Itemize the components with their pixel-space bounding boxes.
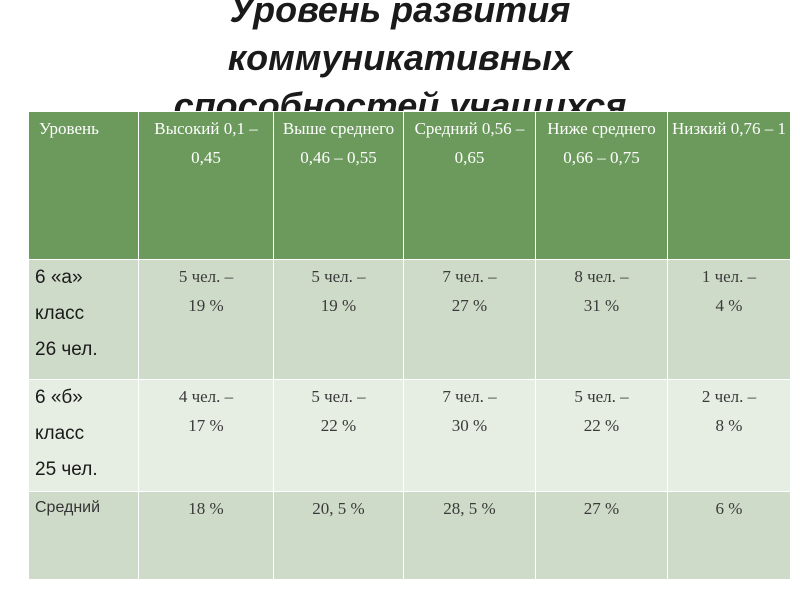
table-cell: 8 чел. – 31 % [535, 259, 668, 380]
row-label-6b: 6 «б» класс 25 чел. [28, 379, 139, 492]
table-cell: 5 чел. – 22 % [273, 379, 404, 492]
header-cell-high: Высокий 0,1 – 0,45 [138, 111, 274, 260]
table-cell: 7 чел. – 27 % [403, 259, 536, 380]
header-cell-low: Низкий 0,76 – 1 [667, 111, 791, 260]
table-cell: 1 чел. – 4 % [667, 259, 791, 380]
table-cell: 7 чел. – 30 % [403, 379, 536, 492]
header-cell-average: Средний 0,56 – 0,65 [403, 111, 536, 260]
table-cell: 2 чел. – 8 % [667, 379, 791, 492]
table-cell: 5 чел. – 19 % [138, 259, 274, 380]
table-cell: 27 % [535, 491, 668, 580]
table-cell: 28, 5 % [403, 491, 536, 580]
table-cell: 4 чел. – 17 % [138, 379, 274, 492]
table-cell: 5 чел. – 19 % [273, 259, 404, 380]
header-cell-below-average: Ниже среднего 0,66 – 0,75 [535, 111, 668, 260]
table-cell: 20, 5 % [273, 491, 404, 580]
table-header-row: Уровень Высокий 0,1 – 0,45 Выше среднего… [28, 111, 791, 260]
header-cell-level: Уровень [28, 111, 139, 260]
table-row: 6 «б» класс 25 чел. 4 чел. – 17 % 5 чел.… [28, 379, 791, 492]
header-cell-above-average: Выше среднего 0,46 – 0,55 [273, 111, 404, 260]
table-row: 6 «а» класс 26 чел. 5 чел. – 19 % 5 чел.… [28, 259, 791, 380]
title-line-2: коммуникативных [227, 37, 573, 78]
row-label-average: Средний [28, 491, 139, 580]
row-label-6a: 6 «а» класс 26 чел. [28, 259, 139, 380]
table-cell: 18 % [138, 491, 274, 580]
table-cell: 6 % [667, 491, 791, 580]
table-cell: 5 чел. – 22 % [535, 379, 668, 492]
title-line-1: Уровень развития [229, 0, 571, 30]
results-table: Уровень Высокий 0,1 – 0,45 Выше среднего… [28, 111, 791, 580]
table-row: Средний 18 % 20, 5 % 28, 5 % 27 % 6 % [28, 491, 791, 580]
